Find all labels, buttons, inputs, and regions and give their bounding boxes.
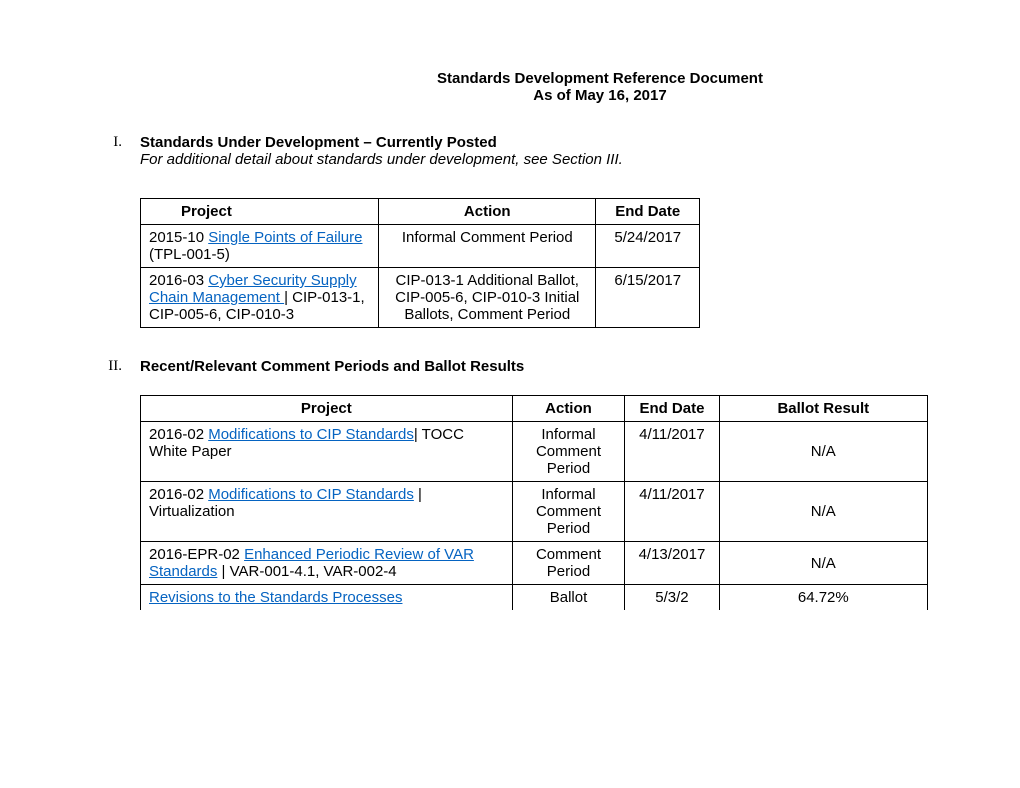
action-cell: Informal Comment Period — [512, 482, 625, 542]
end-date-cell: 5/3/2 — [625, 585, 719, 611]
end-date-cell: 5/24/2017 — [596, 225, 700, 268]
table-row: 2016-03 Cyber Security Supply Chain Mana… — [141, 268, 700, 328]
document-title: Standards Development Reference Document… — [270, 70, 930, 104]
project-link[interactable]: Single Points of Failure — [208, 229, 362, 246]
project-link[interactable]: Modifications to CIP Standards — [208, 426, 414, 443]
header-action: Action — [512, 396, 625, 422]
header-project: Project — [141, 199, 379, 225]
section-2-heading: Recent/Relevant Comment Periods and Ball… — [140, 358, 930, 375]
table-row: 2016-02 Modifications to CIP Standards| … — [141, 422, 928, 482]
action-cell: Informal Comment Period — [379, 225, 596, 268]
header-end-date: End Date — [625, 396, 719, 422]
action-cell: Ballot — [512, 585, 625, 611]
project-cell: 2016-02 Modifications to CIP Standards| … — [141, 422, 513, 482]
end-date-cell: 4/13/2017 — [625, 542, 719, 585]
table-row: 2016-EPR-02 Enhanced Periodic Review of … — [141, 542, 928, 585]
header-ballot-result: Ballot Result — [719, 396, 927, 422]
section-1-content: Standards Under Development – Currently … — [140, 134, 930, 168]
result-cell: N/A — [719, 422, 927, 482]
action-cell: CIP-013-1 Additional Ballot, CIP-005-6, … — [379, 268, 596, 328]
table-row: Revisions to the Standards Processes Bal… — [141, 585, 928, 611]
result-cell: N/A — [719, 482, 927, 542]
table-header-row: Project Action End Date Ballot Result — [141, 396, 928, 422]
section-2-content: Recent/Relevant Comment Periods and Ball… — [140, 358, 930, 375]
project-cell: 2015-10 Single Points of Failure (TPL-00… — [141, 225, 379, 268]
project-link[interactable]: Revisions to the Standards Processes — [149, 589, 402, 606]
comment-periods-table: Project Action End Date Ballot Result 20… — [140, 395, 928, 610]
header-action: Action — [379, 199, 596, 225]
header-project: Project — [141, 396, 513, 422]
action-cell: Comment Period — [512, 542, 625, 585]
project-cell: Revisions to the Standards Processes — [141, 585, 513, 611]
table-header-row: Project Action End Date — [141, 199, 700, 225]
standards-under-development-table: Project Action End Date 2015-10 Single P… — [140, 198, 700, 328]
end-date-cell: 4/11/2017 — [625, 482, 719, 542]
section-1-heading: Standards Under Development – Currently … — [140, 134, 930, 151]
table-row: 2015-10 Single Points of Failure (TPL-00… — [141, 225, 700, 268]
project-link[interactable]: Modifications to CIP Standards — [208, 486, 414, 503]
end-date-cell: 4/11/2017 — [625, 422, 719, 482]
title-line-2: As of May 16, 2017 — [270, 87, 930, 104]
section-2-number: II. — [90, 358, 140, 375]
header-end-date: End Date — [596, 199, 700, 225]
section-1-header: I. Standards Under Development – Current… — [90, 134, 930, 168]
section-1-subtext: For additional detail about standards un… — [140, 151, 930, 168]
action-cell: Informal Comment Period — [512, 422, 625, 482]
project-cell: 2016-02 Modifications to CIP Standards |… — [141, 482, 513, 542]
result-cell: 64.72% — [719, 585, 927, 611]
end-date-cell: 6/15/2017 — [596, 268, 700, 328]
table-row: 2016-02 Modifications to CIP Standards |… — [141, 482, 928, 542]
result-cell: N/A — [719, 542, 927, 585]
section-1-number: I. — [90, 134, 140, 168]
section-2-header: II. Recent/Relevant Comment Periods and … — [90, 358, 930, 375]
project-cell: 2016-EPR-02 Enhanced Periodic Review of … — [141, 542, 513, 585]
project-cell: 2016-03 Cyber Security Supply Chain Mana… — [141, 268, 379, 328]
title-line-1: Standards Development Reference Document — [270, 70, 930, 87]
